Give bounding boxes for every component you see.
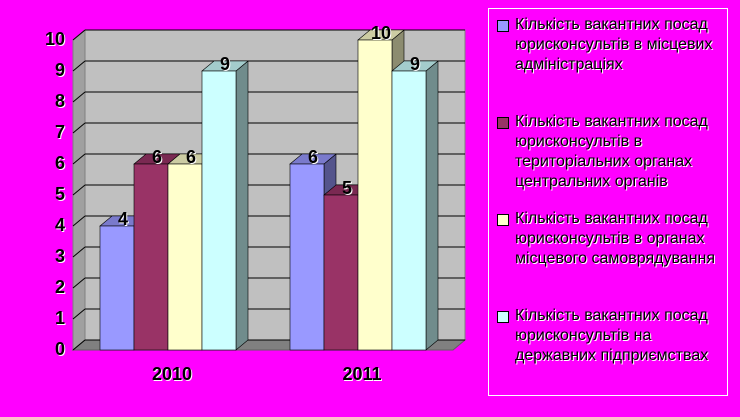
grid-line-side xyxy=(72,153,86,165)
bar-side xyxy=(235,60,249,351)
bar-front xyxy=(99,225,135,351)
bar xyxy=(201,60,249,351)
grid-line-side xyxy=(72,184,86,196)
y-tick-label: 7 xyxy=(55,122,65,142)
bar-front xyxy=(201,70,237,351)
legend: Кількість вакантних посад юрисконсультів… xyxy=(488,8,728,396)
legend-entry: Кількість вакантних посад юрисконсультів… xyxy=(497,209,725,269)
legend-label: Кількість вакантних посад юрисконсультів… xyxy=(515,210,716,267)
legend-entry: Кількість вакантних посад юрисконсультів… xyxy=(497,15,725,75)
data-label: 6 xyxy=(308,147,318,167)
x-tick-label: 2011 xyxy=(342,364,381,384)
grid-line-side xyxy=(72,215,86,227)
legend-entry: Кількість вакантних посад юрисконсультів… xyxy=(497,112,725,192)
y-tick-label: 4 xyxy=(55,215,65,235)
bar-front xyxy=(133,163,169,351)
y-tick-label: 8 xyxy=(55,91,65,111)
y-tick-label: 2 xyxy=(55,277,65,297)
grid-line-side xyxy=(72,60,86,72)
data-label: 10 xyxy=(371,23,391,43)
legend-swatch xyxy=(497,117,509,129)
data-label: 6 xyxy=(186,147,196,167)
data-label: 4 xyxy=(118,209,128,229)
y-tick-label: 0 xyxy=(55,339,65,359)
data-label: 9 xyxy=(410,54,420,74)
bar-front xyxy=(289,163,325,351)
grid-line-side xyxy=(72,122,86,134)
y-tick-label: 6 xyxy=(55,153,65,173)
bar xyxy=(391,60,439,351)
bar-front xyxy=(323,194,359,351)
y-tick-label: 10 xyxy=(45,29,65,49)
data-label: 5 xyxy=(342,178,352,198)
grid-line-side xyxy=(72,277,86,289)
data-label: 9 xyxy=(220,54,230,74)
legend-entry: Кількість вакантних посад юрисконсультів… xyxy=(497,306,725,366)
legend-label: Кількість вакантних посад юрисконсультів… xyxy=(515,307,709,364)
grid-line-side xyxy=(72,339,86,351)
grid-line-side xyxy=(72,308,86,320)
y-tick-label: 3 xyxy=(55,246,65,266)
y-tick-label: 9 xyxy=(55,60,65,80)
legend-label: Кількість вакантних посад юрисконсультів… xyxy=(515,113,708,190)
grid-line-side xyxy=(72,91,86,103)
grid-line-side xyxy=(72,246,86,258)
legend-label: Кількість вакантних посад юрисконсультів… xyxy=(515,16,713,73)
x-tick-label: 2010 xyxy=(152,364,192,384)
bar-front xyxy=(357,39,393,351)
bar-front xyxy=(167,163,203,351)
y-tick-label: 1 xyxy=(55,308,65,328)
data-label: 6 xyxy=(152,147,162,167)
y-tick-label: 5 xyxy=(55,184,65,204)
legend-swatch xyxy=(497,214,509,226)
legend-swatch xyxy=(497,20,509,32)
bar-front xyxy=(391,70,427,351)
grid-line-side xyxy=(72,29,86,41)
legend-swatch xyxy=(497,311,509,323)
bar-side xyxy=(425,60,439,351)
